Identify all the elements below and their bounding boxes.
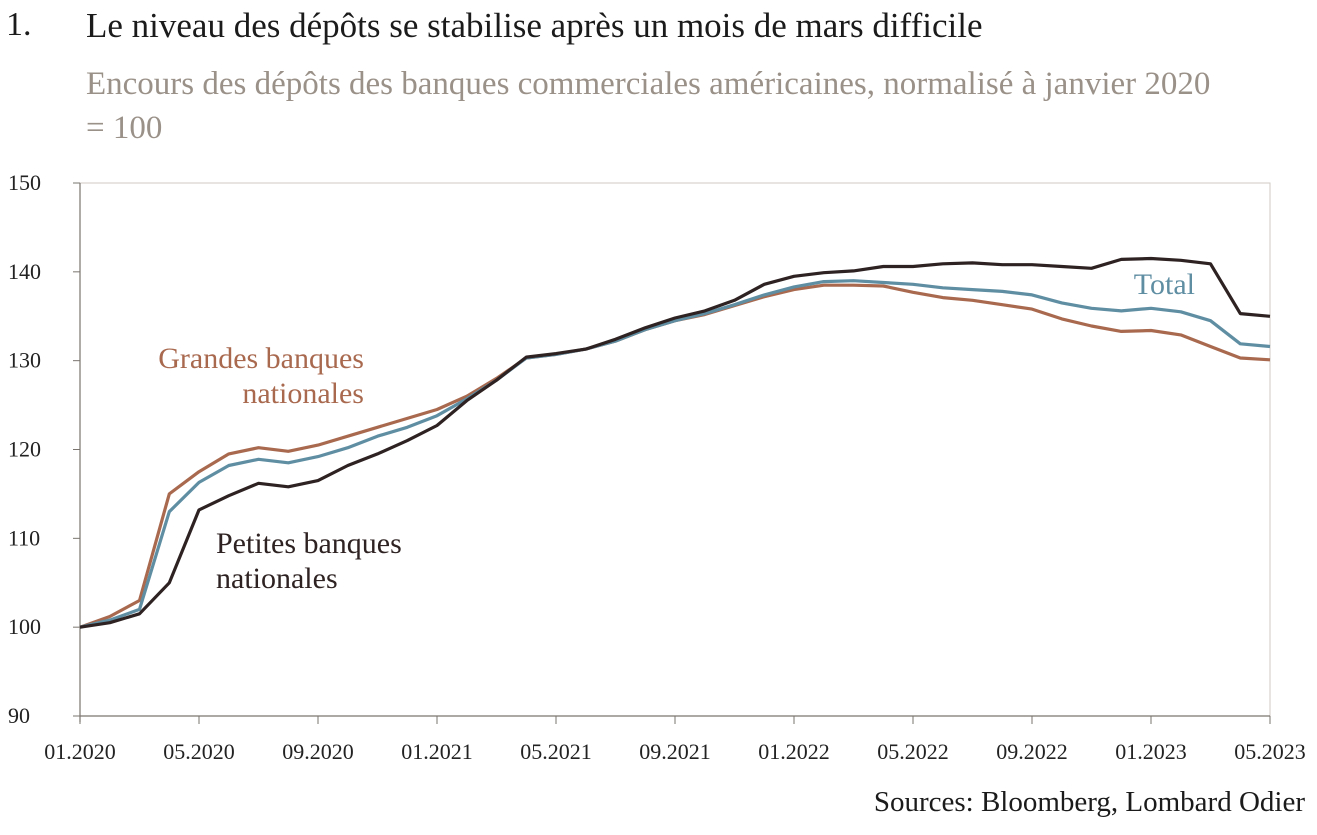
- y-tick-label: 120: [8, 437, 41, 462]
- label-grandes-banques: Grandes banques nationales: [158, 342, 364, 410]
- x-tick-label: 01.2021: [401, 739, 473, 764]
- x-tick-label: 05.2021: [520, 739, 592, 764]
- x-tick-label: 01.2020: [44, 739, 116, 764]
- plot-frame: [79, 182, 1271, 717]
- y-tick-label: 130: [8, 348, 41, 373]
- label-petites-banques-line: nationales: [216, 562, 338, 595]
- label-petites-banques-line: Petites banques: [216, 527, 402, 560]
- x-tick-label: 05.2023: [1234, 739, 1306, 764]
- x-tick-label: 09.2022: [996, 739, 1068, 764]
- chart-title: Le niveau des dépôts se stabilise après …: [86, 6, 983, 45]
- y-tick-label: 100: [8, 614, 41, 639]
- y-tick-label: 110: [8, 525, 40, 550]
- x-tick-label: 01.2023: [1115, 739, 1187, 764]
- series-line-petites-banques: [79, 256, 1271, 629]
- chart-subtitle: Encours des dépôts des banques commercia…: [86, 66, 1211, 146]
- x-tick-label: 05.2022: [877, 739, 949, 764]
- series-line-total: [79, 279, 1271, 629]
- y-tick-label: 150: [8, 170, 41, 195]
- chart-number: 1.: [6, 6, 32, 43]
- x-tick-label: 05.2020: [163, 739, 235, 764]
- x-tick-label: 01.2022: [758, 739, 830, 764]
- label-total: Total: [1134, 268, 1195, 301]
- source-note: Sources: Bloomberg, Lombard Odier: [873, 786, 1305, 818]
- x-tick-label: 09.2020: [282, 739, 354, 764]
- y-tick-label: 140: [8, 259, 41, 284]
- label-grandes-banques-line: nationales: [242, 377, 364, 410]
- label-grandes-banques-line: Grandes banques: [158, 342, 364, 375]
- x-tick-label: 09.2021: [639, 739, 711, 764]
- label-total-line: Total: [1134, 268, 1195, 301]
- y-tick-label: 90: [8, 703, 30, 728]
- label-petites-banques: Petites banques nationales: [216, 527, 402, 595]
